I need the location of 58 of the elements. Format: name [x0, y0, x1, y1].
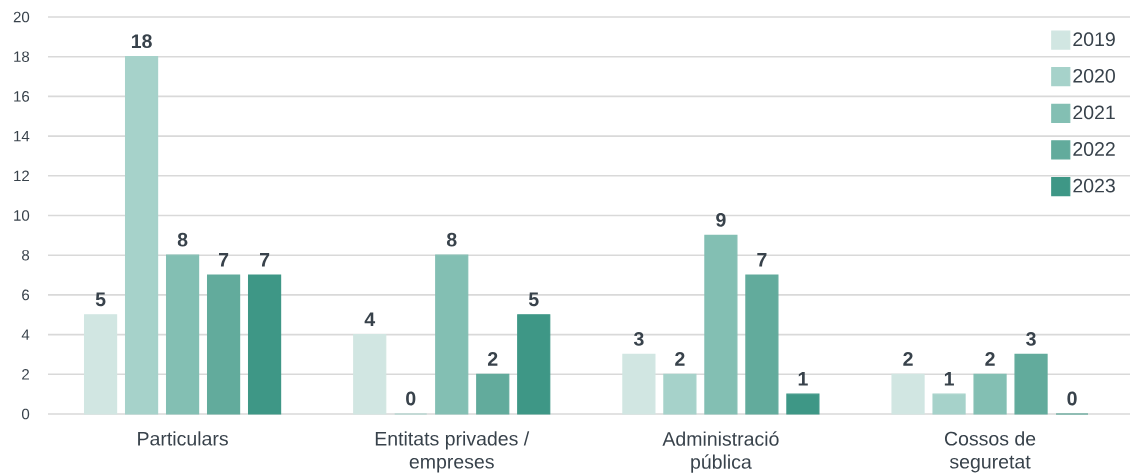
bar — [1014, 353, 1048, 415]
data-label: 7 — [757, 253, 767, 267]
data-label: 8 — [446, 232, 457, 247]
bar — [165, 254, 200, 415]
bar — [663, 373, 697, 415]
data-label: 5 — [528, 292, 539, 307]
bar — [83, 314, 118, 415]
legend-label: 2020 — [1073, 68, 1115, 83]
y-tick-label: 8 — [22, 249, 30, 261]
y-tick-label: 18 — [14, 51, 30, 63]
data-label: 2 — [903, 352, 913, 366]
data-label: 0 — [406, 391, 416, 406]
x-tick-label: Particulars — [138, 431, 228, 446]
bar — [435, 254, 469, 415]
bar — [124, 56, 159, 415]
x-tick-label: Administració pública — [662, 431, 779, 473]
bar — [517, 314, 551, 415]
y-tick-label: 0 — [21, 408, 30, 420]
bar — [353, 334, 387, 415]
y-tick-label: 2 — [22, 369, 29, 380]
data-label: 7 — [260, 253, 270, 267]
data-label: 7 — [219, 253, 229, 267]
data-label: 2 — [985, 352, 995, 366]
bar — [704, 234, 738, 415]
y-tick-label: 10 — [14, 210, 30, 221]
bar — [206, 274, 241, 415]
data-label: 4 — [364, 312, 376, 326]
data-label: 18 — [131, 34, 152, 49]
x-tick-label: Cossos de seguretat — [944, 431, 1036, 473]
data-label: 0 — [1067, 391, 1077, 406]
bar — [932, 393, 966, 415]
data-label: 3 — [633, 332, 644, 346]
data-label: 2 — [487, 352, 498, 366]
bar — [745, 274, 779, 415]
y-tick-label: 14 — [14, 130, 30, 142]
bar — [973, 373, 1007, 415]
data-label: 1 — [944, 372, 954, 386]
bar — [786, 393, 820, 415]
y-tick-label: 16 — [14, 91, 30, 102]
data-label: 2 — [675, 352, 685, 366]
y-tick-label: 6 — [22, 289, 30, 301]
y-tick-label: 20 — [13, 11, 30, 23]
x-tick-label: Entitats privades / empreses — [375, 431, 530, 473]
legend-label: 2019 — [1073, 32, 1115, 47]
bar — [891, 373, 925, 415]
data-label: 5 — [95, 292, 106, 307]
y-tick-label: 4 — [21, 329, 30, 340]
legend-label: 2021 — [1073, 105, 1115, 120]
data-label: 8 — [177, 232, 188, 247]
legend-label: 2023 — [1073, 178, 1115, 193]
bar — [247, 274, 282, 415]
bar — [476, 373, 510, 415]
data-label: 1 — [798, 372, 808, 386]
data-label: 9 — [716, 212, 726, 227]
data-label: 3 — [1026, 332, 1036, 346]
legend-label: 2022 — [1073, 142, 1115, 156]
bar — [622, 353, 656, 415]
y-tick-label: 12 — [14, 170, 29, 182]
